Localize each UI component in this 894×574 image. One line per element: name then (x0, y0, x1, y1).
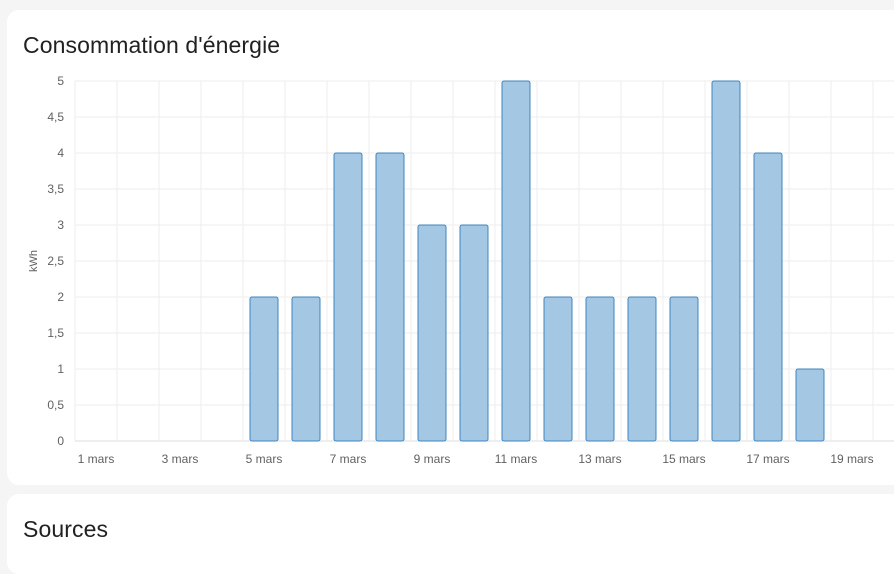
y-tick-label: 0 (57, 434, 64, 448)
y-axis-label: kWh (28, 250, 40, 272)
energy-bar-chart: 0 0,5 1 1,5 2 2,5 3 3,5 4 4,5 5 kWh 1 mars 3 mars 5 ma… (28, 74, 894, 466)
bar-7-mars (333, 152, 363, 442)
bar-16-mars (711, 80, 741, 442)
bar-9-mars (417, 224, 447, 442)
bar-15-mars (669, 296, 699, 442)
y-tick-label: 1,5 (47, 326, 64, 340)
x-tick-label: 13 mars (578, 452, 621, 466)
bar-5-mars (249, 296, 279, 442)
x-tick-label: 15 mars (662, 452, 705, 466)
x-tick-label: 19 mars (830, 452, 873, 466)
y-tick-label: 0,5 (47, 398, 64, 412)
x-tick-label: 17 mars (746, 452, 789, 466)
bar-8-mars (375, 152, 405, 442)
x-tick-label: 5 mars (246, 452, 283, 466)
bar-17-mars (753, 152, 783, 442)
bar-12-mars (543, 296, 573, 442)
energy-consumption-card: Consommation d'énergie (7, 10, 894, 485)
x-tick-label: 1 mars (78, 452, 115, 466)
y-tick-label: 3 (57, 218, 64, 232)
x-tick-label: 3 mars (162, 452, 199, 466)
bar-18-mars (795, 368, 825, 442)
sources-card-title: Sources (23, 516, 109, 542)
bar-13-mars (585, 296, 615, 442)
x-tick-label: 7 mars (330, 452, 367, 466)
y-tick-label: 2,5 (47, 254, 64, 268)
y-tick-label: 5 (57, 74, 64, 88)
x-tick-label: 9 mars (414, 452, 451, 466)
energy-card-title: Consommation d'énergie (23, 32, 281, 58)
x-tick-label: 11 mars (495, 452, 537, 466)
bar-14-mars (627, 296, 657, 442)
y-tick-label: 4 (57, 146, 64, 160)
y-tick-label: 4,5 (47, 110, 64, 124)
bar-6-mars (291, 296, 321, 442)
y-tick-label: 3,5 (47, 182, 64, 196)
y-tick-label: 2 (57, 290, 64, 304)
y-tick-label: 1 (57, 362, 64, 376)
bar-10-mars (459, 224, 489, 442)
bar-11-mars (501, 80, 531, 442)
